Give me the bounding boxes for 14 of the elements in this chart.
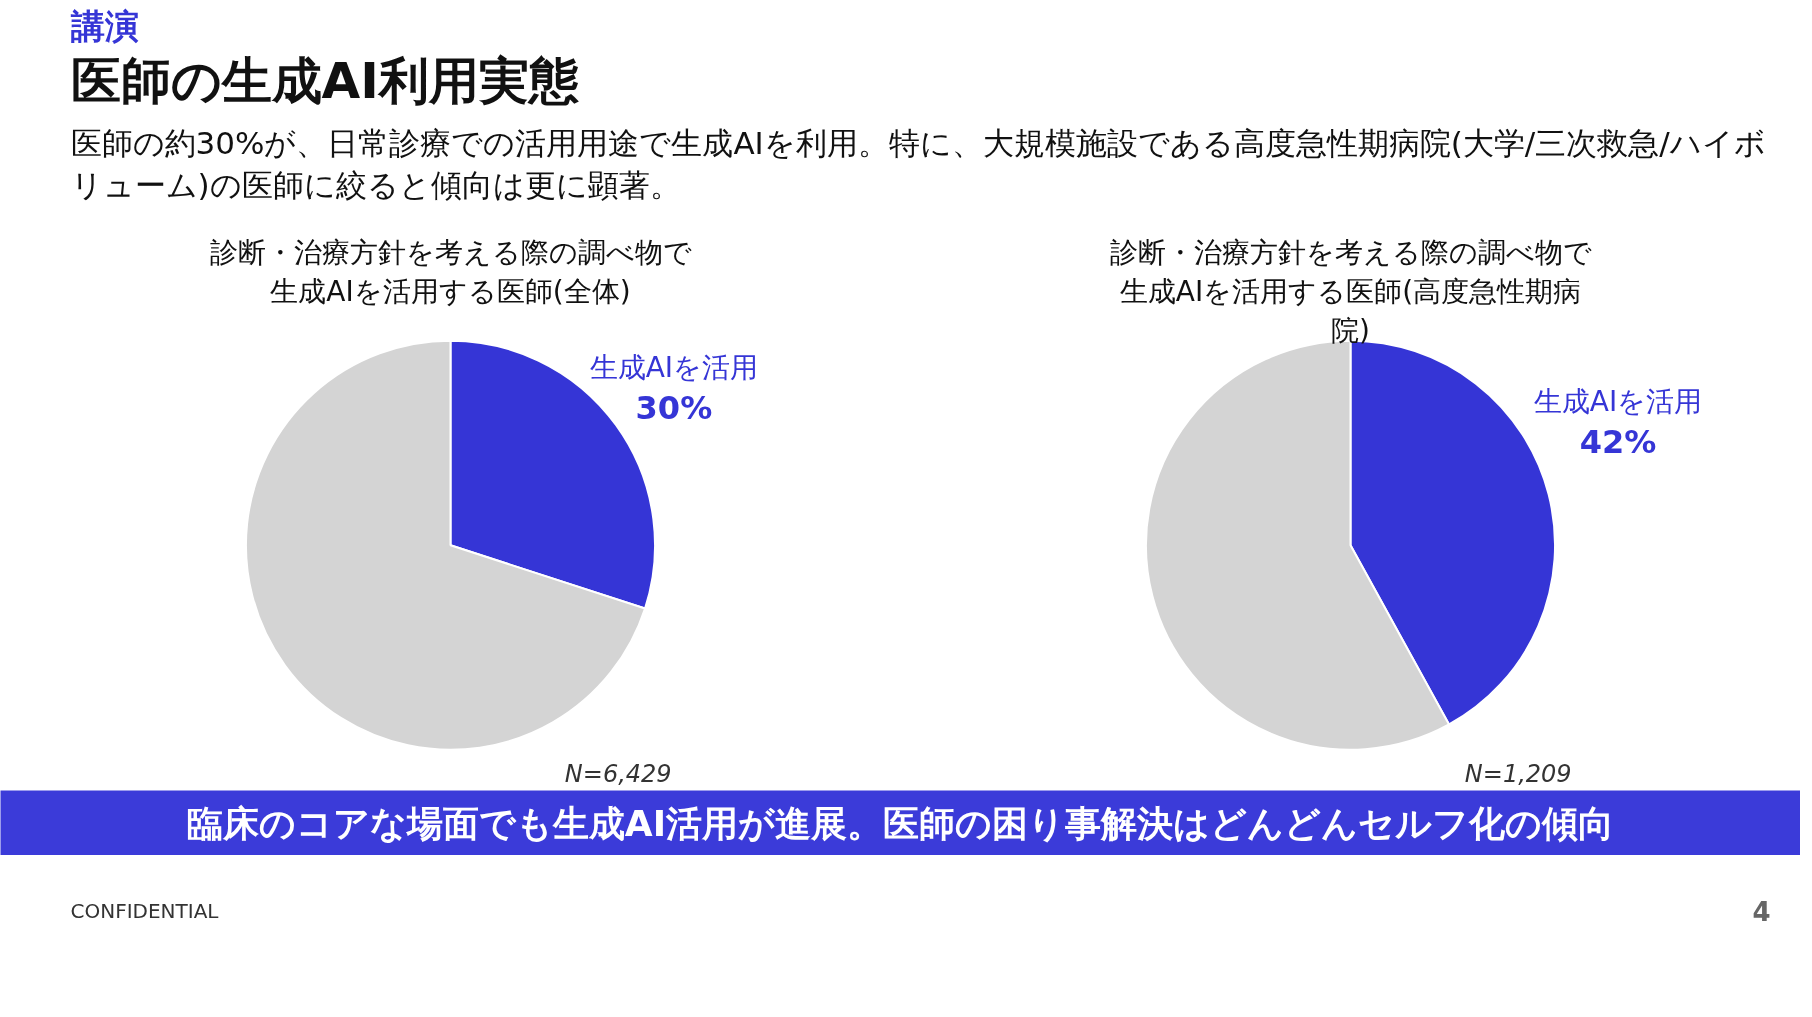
chart-title: 診断・治療方針を考える際の調べ物で生成AIを活用する医師(高度急性期病院) xyxy=(1109,236,1592,348)
slice-label: 生成AIを活用 xyxy=(1533,384,1703,418)
text: N=6,429 xyxy=(564,760,672,789)
text: 4 xyxy=(1752,896,1771,927)
text: 医師の約30%が、日常診療での活用用途で生成AIを利用。特に、大規模施設である高度急性期病院(大学/三次救急/ハイボリューム)の医師に絞ると傾向は更に顕著。 xyxy=(70,124,1766,203)
text: 臨床のコアな場面でも生成AI活用が進展。医師の困り事解決はどんどんセルフ化の傾向 xyxy=(186,803,1615,844)
data-label: 30% xyxy=(635,389,713,428)
text: 講演 xyxy=(69,5,139,46)
slice-label: 生成AIを活用 xyxy=(589,350,759,384)
text: CONFIDENTIAL xyxy=(70,898,220,923)
text: 医師の生成AI利用実態 xyxy=(70,51,579,110)
text: N=1,209 xyxy=(1464,760,1572,789)
data-label: 42% xyxy=(1579,422,1657,461)
chart-title: 診断・治療方針を考える際の調べ物で生成AIを活用する医師(全体) xyxy=(209,236,692,309)
